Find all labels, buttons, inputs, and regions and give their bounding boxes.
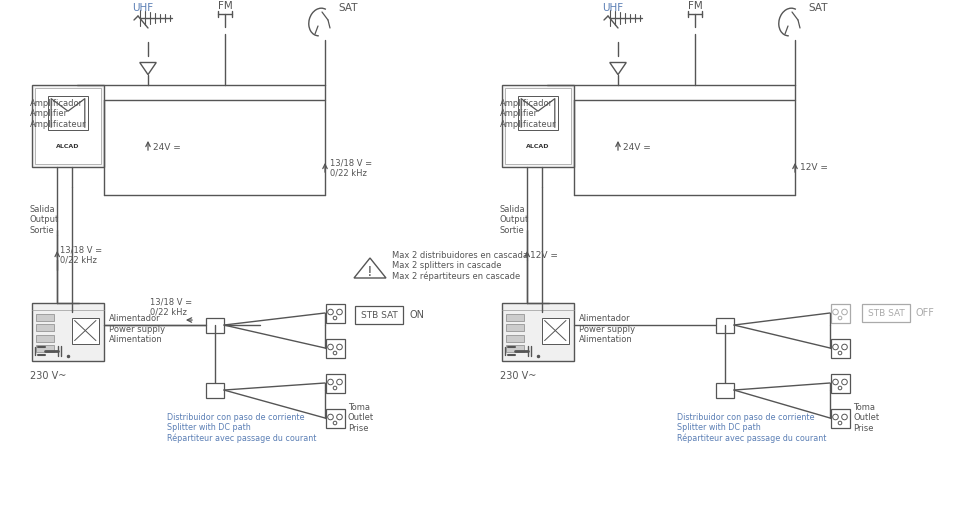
Text: Salida
Output
Sortie: Salida Output Sortie [30, 205, 60, 235]
Circle shape [337, 344, 343, 350]
Text: Toma
Outlet
Prise: Toma Outlet Prise [853, 403, 879, 433]
Text: SAT: SAT [808, 3, 828, 13]
Bar [325, 338, 345, 358]
Circle shape [832, 344, 838, 350]
Text: Distribuidor con paso de corriente
Splitter with DC path
Répartiteur avec passag: Distribuidor con paso de corriente Split… [677, 413, 827, 443]
Text: 12V =: 12V = [800, 163, 828, 172]
Polygon shape [140, 63, 156, 75]
Bar [830, 374, 850, 393]
Bar [355, 306, 403, 324]
Circle shape [838, 421, 842, 425]
Circle shape [337, 379, 343, 385]
Bar [518, 96, 558, 130]
Circle shape [333, 316, 337, 320]
Circle shape [838, 386, 842, 390]
Text: 24V =: 24V = [153, 144, 180, 152]
Bar [716, 317, 734, 333]
Circle shape [333, 421, 337, 425]
Text: OFF: OFF [916, 308, 935, 318]
Circle shape [327, 344, 333, 350]
Bar [505, 88, 571, 164]
Bar [506, 314, 523, 321]
Circle shape [832, 309, 838, 315]
Bar [502, 303, 574, 361]
Circle shape [327, 414, 333, 420]
Bar [830, 338, 850, 358]
Bar [325, 374, 345, 393]
Circle shape [832, 414, 838, 420]
Text: 13/18 V =
0/22 kHz: 13/18 V = 0/22 kHz [150, 298, 192, 317]
Text: Alimentador
Power supply
Alimentation: Alimentador Power supply Alimentation [109, 314, 165, 344]
Bar [206, 383, 224, 398]
Text: STB SAT: STB SAT [361, 311, 397, 319]
Text: Salida
Output
Sortie: Salida Output Sortie [500, 205, 529, 235]
Text: Amplificador
Amplifier
Amplificateur: Amplificador Amplifier Amplificateur [30, 99, 86, 128]
Bar [502, 85, 574, 167]
Text: ON: ON [409, 310, 424, 320]
Bar [830, 303, 850, 323]
Bar [716, 383, 734, 398]
Text: Distribuidor con paso de corriente
Splitter with DC path
Répartiteur avec passag: Distribuidor con paso de corriente Split… [167, 413, 317, 443]
Bar [36, 335, 54, 342]
Bar [506, 346, 523, 352]
Text: 24V =: 24V = [623, 144, 651, 152]
Bar [32, 303, 104, 361]
Text: Max 2 distribuidores en cascada
Max 2 splitters in cascade
Max 2 répartiteurs en: Max 2 distribuidores en cascada Max 2 sp… [392, 251, 528, 281]
Circle shape [842, 379, 848, 385]
Circle shape [842, 414, 848, 420]
Bar [35, 88, 101, 164]
Text: Amplificador
Amplifier
Amplificateur: Amplificador Amplifier Amplificateur [500, 99, 557, 128]
Circle shape [337, 414, 343, 420]
Bar [862, 304, 910, 322]
Bar [36, 346, 54, 352]
Text: Toma
Outlet
Prise: Toma Outlet Prise [348, 403, 374, 433]
Text: SAT: SAT [338, 3, 357, 13]
Bar [325, 409, 345, 428]
Text: STB SAT: STB SAT [868, 309, 904, 317]
Circle shape [832, 379, 838, 385]
Bar [36, 325, 54, 331]
Bar [206, 317, 224, 333]
Circle shape [842, 344, 848, 350]
Text: 12V =: 12V = [530, 251, 558, 259]
Bar [506, 335, 523, 342]
Circle shape [333, 386, 337, 390]
Circle shape [333, 351, 337, 355]
Bar [541, 317, 569, 343]
Text: Alimentador
Power supply
Alimentation: Alimentador Power supply Alimentation [579, 314, 636, 344]
Text: 230 V~: 230 V~ [500, 371, 537, 381]
Text: 230 V~: 230 V~ [30, 371, 66, 381]
Circle shape [327, 309, 333, 315]
Circle shape [842, 309, 848, 315]
Polygon shape [354, 258, 386, 278]
Bar [36, 314, 54, 321]
Circle shape [337, 309, 343, 315]
Text: !: ! [367, 265, 372, 279]
Bar [830, 409, 850, 428]
Polygon shape [610, 63, 626, 75]
Text: FM: FM [687, 1, 703, 11]
Bar [325, 303, 345, 323]
Circle shape [838, 316, 842, 320]
Text: UHF: UHF [603, 3, 624, 13]
Text: 13/18 V =
0/22 kHz: 13/18 V = 0/22 kHz [330, 158, 372, 177]
Bar [48, 96, 87, 130]
Circle shape [327, 379, 333, 385]
Bar [32, 85, 104, 167]
Bar [506, 325, 523, 331]
Circle shape [838, 351, 842, 355]
Text: FM: FM [218, 1, 232, 11]
Bar [72, 317, 99, 343]
Text: 13/18 V =
0/22 kHz: 13/18 V = 0/22 kHz [60, 245, 103, 265]
Text: UHF: UHF [132, 3, 154, 13]
Text: ALCAD: ALCAD [526, 144, 550, 149]
Text: ALCAD: ALCAD [57, 144, 80, 149]
